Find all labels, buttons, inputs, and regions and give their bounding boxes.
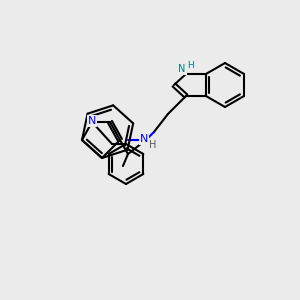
Text: H: H — [149, 140, 157, 150]
Text: H: H — [188, 61, 194, 70]
Text: N: N — [88, 116, 96, 126]
Text: N: N — [140, 134, 148, 144]
Text: N: N — [178, 64, 186, 74]
